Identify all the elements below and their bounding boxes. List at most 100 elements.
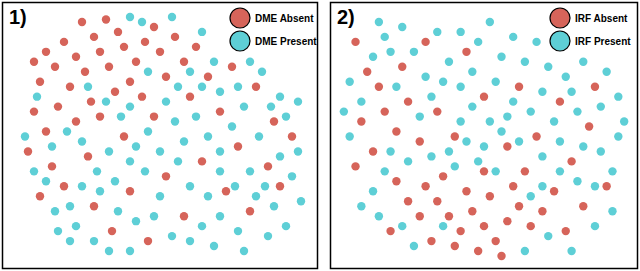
point <box>234 227 242 235</box>
point <box>480 92 488 100</box>
point <box>282 222 290 230</box>
point <box>562 227 570 235</box>
point <box>210 242 218 250</box>
panel: 2)IRF AbsentIRF Present <box>331 3 638 269</box>
point <box>36 78 44 86</box>
point <box>63 127 71 135</box>
point <box>21 132 29 140</box>
plot-frame <box>3 3 318 269</box>
point <box>521 58 529 66</box>
point <box>30 107 38 115</box>
point <box>246 207 254 215</box>
point <box>456 83 464 91</box>
point <box>451 162 459 170</box>
point <box>114 28 122 36</box>
point <box>416 112 424 120</box>
point <box>392 127 400 135</box>
point <box>144 68 152 76</box>
point <box>72 53 80 61</box>
point <box>162 73 170 81</box>
point <box>150 112 158 120</box>
point <box>410 48 418 56</box>
point <box>591 222 599 230</box>
point <box>480 167 488 175</box>
point <box>486 192 494 200</box>
point <box>84 152 92 160</box>
point <box>81 68 89 76</box>
point <box>258 68 266 76</box>
point <box>102 97 110 105</box>
point <box>138 18 146 26</box>
legend: IRF AbsentIRF Present <box>548 6 634 52</box>
point <box>240 102 248 110</box>
point <box>462 187 470 195</box>
point <box>398 222 406 230</box>
point <box>591 83 599 91</box>
point <box>216 147 224 155</box>
point <box>222 187 230 195</box>
point <box>231 182 239 190</box>
point <box>421 38 429 46</box>
point <box>567 157 575 165</box>
point <box>515 202 523 210</box>
point <box>381 33 389 41</box>
panel: 1)DME AbsentDME Present <box>3 3 318 269</box>
point <box>427 237 435 245</box>
point <box>141 38 149 46</box>
point <box>150 212 158 220</box>
point <box>538 207 546 215</box>
point <box>573 177 581 185</box>
point <box>66 237 74 245</box>
point <box>186 92 194 100</box>
point <box>105 63 113 71</box>
point <box>527 222 535 230</box>
point <box>36 192 44 200</box>
point <box>386 147 394 155</box>
point <box>445 58 453 66</box>
point <box>608 167 616 175</box>
point <box>168 232 176 240</box>
point <box>186 237 194 245</box>
point <box>126 187 134 195</box>
point <box>132 217 140 225</box>
point <box>255 132 263 140</box>
point <box>66 202 74 210</box>
point <box>451 242 459 250</box>
point <box>416 212 424 220</box>
legend-swatch <box>550 31 570 51</box>
point <box>602 68 610 76</box>
point <box>515 137 523 145</box>
point <box>261 182 269 190</box>
point <box>48 142 56 150</box>
legend-swatch <box>550 8 570 28</box>
point <box>567 247 575 255</box>
point <box>105 247 113 255</box>
point <box>66 83 74 91</box>
point <box>216 107 224 115</box>
point <box>126 102 134 110</box>
point <box>264 232 272 240</box>
point <box>369 53 377 61</box>
point <box>198 157 206 165</box>
point <box>614 132 622 140</box>
point <box>474 157 482 165</box>
point <box>138 92 146 100</box>
point <box>386 48 394 56</box>
point <box>114 207 122 215</box>
legend-box <box>548 6 634 52</box>
point <box>544 63 552 71</box>
point <box>369 187 377 195</box>
point <box>439 78 447 86</box>
point <box>538 87 546 95</box>
point <box>30 167 38 175</box>
point <box>375 212 383 220</box>
point <box>84 83 92 91</box>
point <box>108 227 116 235</box>
point <box>294 147 302 155</box>
point <box>445 147 453 155</box>
point <box>439 222 447 230</box>
point <box>297 197 305 205</box>
point <box>351 38 359 46</box>
point <box>78 18 86 26</box>
point <box>174 83 182 91</box>
